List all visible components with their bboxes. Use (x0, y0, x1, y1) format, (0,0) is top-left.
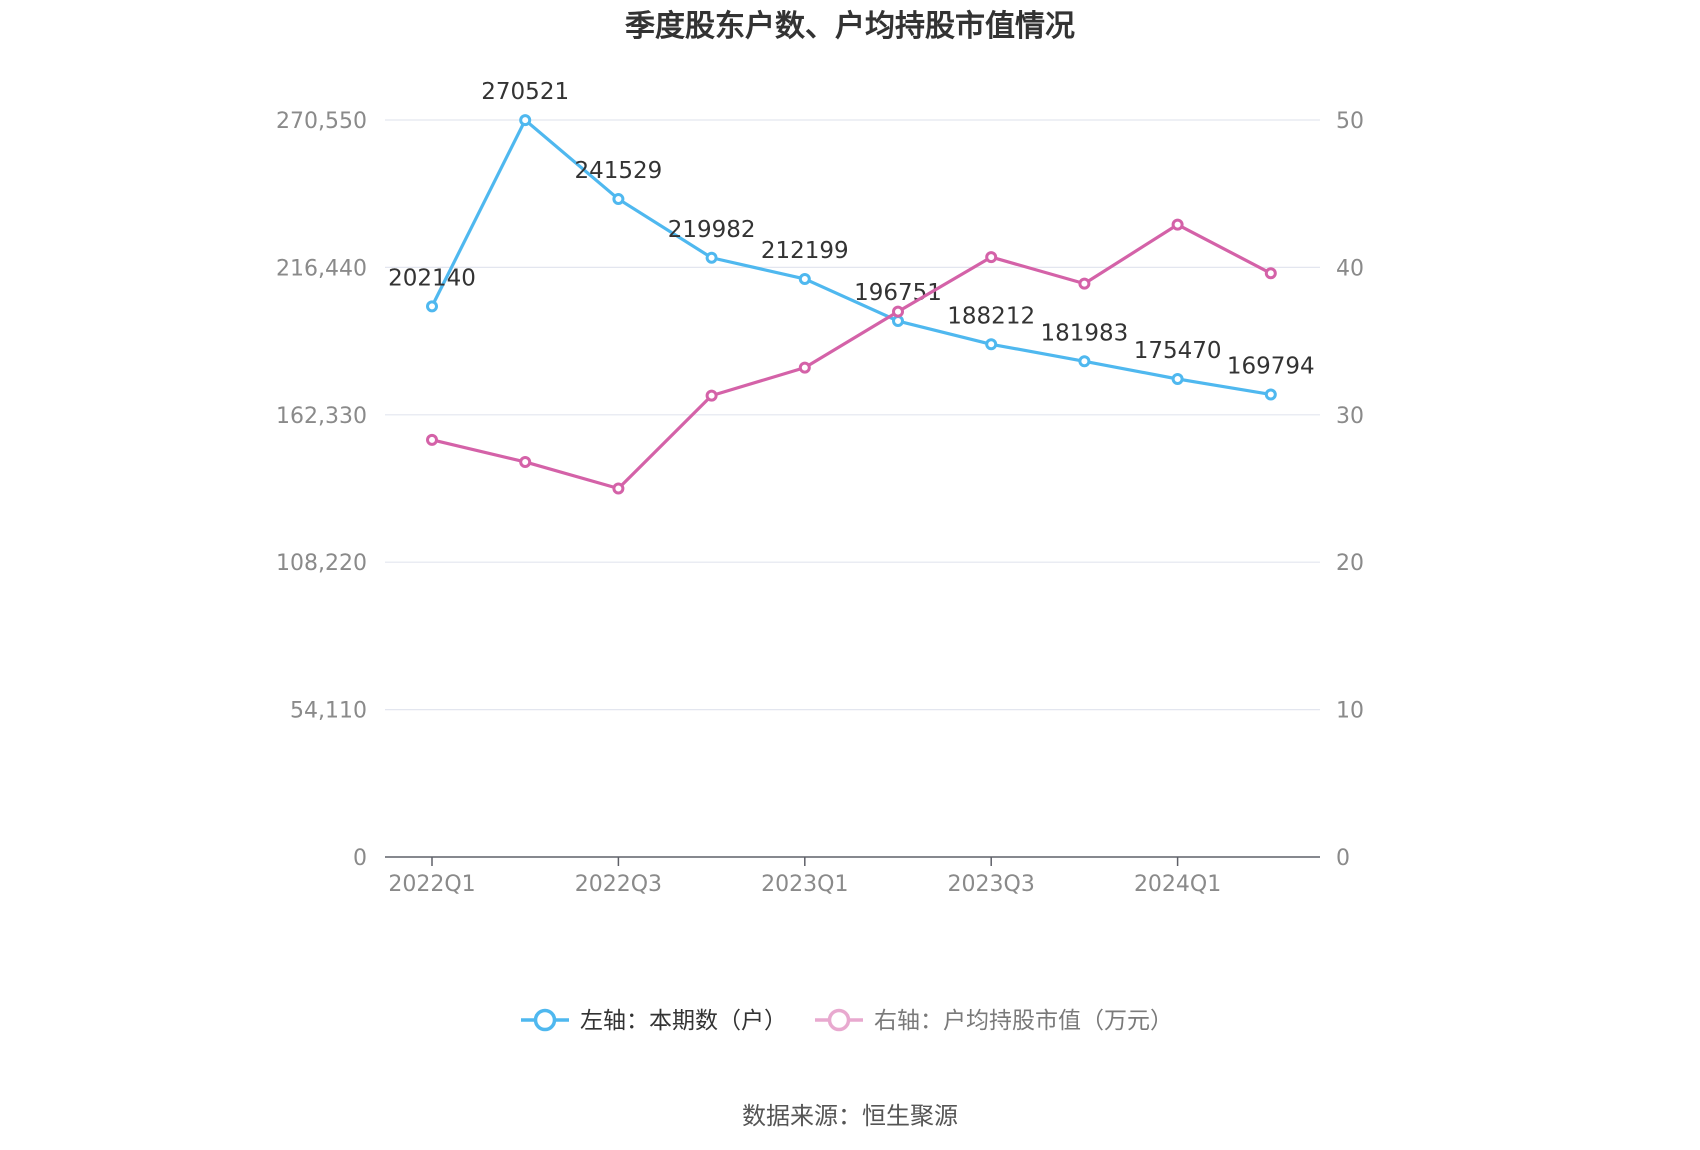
left-axis-tick-label: 54,110 (290, 699, 367, 724)
data-point[interactable] (985, 338, 998, 351)
data-point[interactable] (519, 114, 532, 127)
data-label: 202140 (388, 265, 476, 291)
data-point[interactable] (1264, 267, 1277, 280)
chart-title: 季度股东户数、户均持股市值情况 (625, 9, 1075, 44)
data-point[interactable] (612, 193, 625, 206)
legend-marker-icon (533, 1008, 557, 1032)
data-point[interactable] (1171, 373, 1184, 386)
series-shareholder-count: 2021402705212415292199822121991967511882… (388, 79, 1315, 401)
data-point[interactable] (612, 482, 625, 495)
x-axis-tick-label: 2023Q3 (948, 872, 1035, 897)
data-point[interactable] (798, 361, 811, 374)
right-axis-tick-label: 10 (1336, 699, 1364, 724)
legend-item-shareholder-count[interactable]: 左轴：本期数（户） (521, 1008, 787, 1034)
grid-lines (385, 119, 1320, 711)
data-point[interactable] (705, 251, 718, 264)
left-axis-tick-label: 0 (353, 846, 367, 871)
series-line (430, 118, 1272, 397)
data-point[interactable] (1264, 388, 1277, 401)
data-label: 175470 (1134, 338, 1222, 364)
left-axis-tick-label: 108,220 (276, 551, 367, 576)
left-axis-tick-label: 216,440 (276, 256, 367, 281)
left-axis-tick-label: 162,330 (276, 404, 367, 429)
data-label: 241529 (574, 158, 662, 184)
x-axis-tick-label: 2022Q1 (388, 872, 475, 897)
data-point[interactable] (705, 389, 718, 402)
x-axis-tick-label: 2023Q1 (761, 872, 848, 897)
data-source: 数据来源：恒生聚源 (742, 1102, 958, 1130)
data-point[interactable] (1078, 355, 1091, 368)
data-point[interactable] (1078, 277, 1091, 290)
legend-item-avg-holding-value[interactable]: 右轴：户均持股市值（万元） (815, 1008, 1173, 1034)
x-axis-tick-label: 2022Q3 (575, 872, 662, 897)
right-axis-tick-label: 40 (1336, 256, 1364, 281)
right-axis-tick-label: 0 (1336, 846, 1350, 871)
data-point[interactable] (426, 433, 438, 446)
data-point[interactable] (892, 305, 904, 318)
data-point[interactable] (892, 315, 904, 328)
data-label: 188212 (947, 303, 1035, 329)
right-axis-tick-label: 30 (1336, 404, 1364, 429)
data-point[interactable] (1171, 218, 1184, 231)
right-axis-tick-label: 50 (1336, 109, 1364, 134)
data-label: 181983 (1040, 320, 1128, 346)
data-label: 169794 (1227, 353, 1315, 379)
data-label: 270521 (481, 79, 569, 105)
left-axis-tick-label: 270,550 (276, 109, 367, 134)
series-avg-holding-value (426, 218, 1277, 495)
legend-marker-icon (827, 1008, 851, 1032)
legend[interactable]: 左轴：本期数（户） 右轴：户均持股市值（万元） (521, 1008, 1173, 1034)
data-point[interactable] (426, 300, 438, 313)
series-line (431, 223, 1272, 491)
legend-label: 右轴：户均持股市值（万元） (874, 1008, 1173, 1034)
data-point[interactable] (798, 272, 811, 285)
plot-area: 2021402705212415292199822121991967511882… (388, 79, 1315, 495)
data-point[interactable] (519, 455, 532, 468)
x-axis-tick-label: 2024Q1 (1134, 872, 1221, 897)
data-label: 219982 (668, 217, 756, 243)
data-label: 212199 (761, 238, 849, 264)
data-point[interactable] (985, 251, 998, 264)
legend-label: 左轴：本期数（户） (580, 1008, 787, 1034)
axes: 0 0 54,110 10 108,220 20 162,330 30 216,440 40 270… (276, 109, 1364, 897)
right-axis-tick-label: 20 (1336, 551, 1364, 576)
